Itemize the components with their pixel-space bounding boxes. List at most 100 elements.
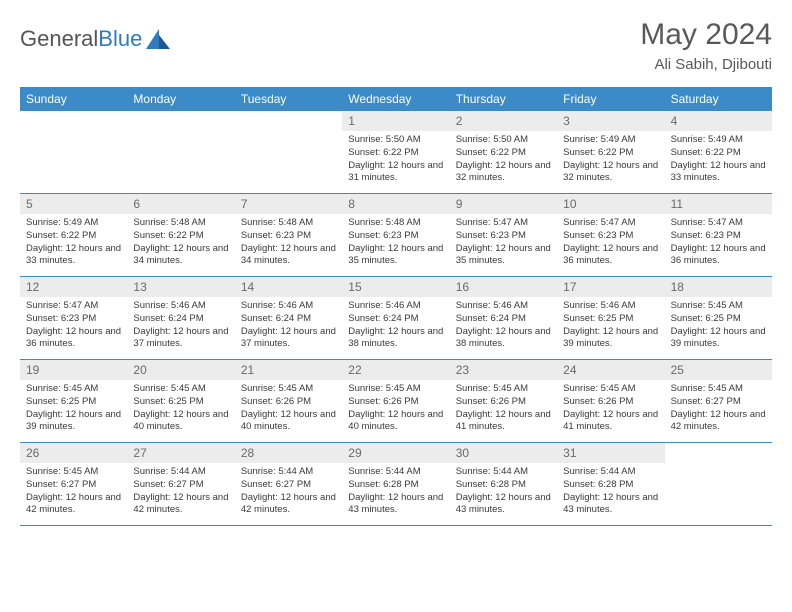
sunrise-line: Sunrise: 5:48 AM [348,217,443,230]
day-body: Sunrise: 5:47 AMSunset: 6:23 PMDaylight:… [557,214,664,272]
day-cell: 27Sunrise: 5:44 AMSunset: 6:27 PMDayligh… [127,443,234,525]
sunrise-line: Sunrise: 5:48 AM [241,217,336,230]
day-cell: 21Sunrise: 5:45 AMSunset: 6:26 PMDayligh… [235,360,342,442]
sunset-line: Sunset: 6:28 PM [456,479,551,492]
sunset-line: Sunset: 6:24 PM [456,313,551,326]
header: GeneralBlue May 2024 Ali Sabih, Djibouti [20,18,772,73]
day-number: 31 [557,443,664,463]
sunrise-line: Sunrise: 5:45 AM [133,383,228,396]
day-body: Sunrise: 5:50 AMSunset: 6:22 PMDaylight:… [342,131,449,189]
sunset-line: Sunset: 6:22 PM [26,230,121,243]
calendar-body: 1Sunrise: 5:50 AMSunset: 6:22 PMDaylight… [20,111,772,526]
weekday-label: Thursday [450,87,557,111]
sunset-line: Sunset: 6:26 PM [348,396,443,409]
logo: GeneralBlue [20,18,172,52]
day-cell: 10Sunrise: 5:47 AMSunset: 6:23 PMDayligh… [557,194,664,276]
day-number: 13 [127,277,234,297]
daylight-line: Daylight: 12 hours and 35 minutes. [456,243,551,269]
sunrise-line: Sunrise: 5:45 AM [563,383,658,396]
daylight-line: Daylight: 12 hours and 35 minutes. [348,243,443,269]
sunset-line: Sunset: 6:26 PM [563,396,658,409]
sunset-line: Sunset: 6:25 PM [671,313,766,326]
sunrise-line: Sunrise: 5:45 AM [26,466,121,479]
sunset-line: Sunset: 6:28 PM [348,479,443,492]
sunrise-line: Sunrise: 5:49 AM [26,217,121,230]
day-number: 3 [557,111,664,131]
weekday-label: Monday [127,87,234,111]
day-body: Sunrise: 5:44 AMSunset: 6:27 PMDaylight:… [127,463,234,521]
day-number: 11 [665,194,772,214]
day-cell: 16Sunrise: 5:46 AMSunset: 6:24 PMDayligh… [450,277,557,359]
week-row: 19Sunrise: 5:45 AMSunset: 6:25 PMDayligh… [20,360,772,443]
day-cell: 8Sunrise: 5:48 AMSunset: 6:23 PMDaylight… [342,194,449,276]
day-body: Sunrise: 5:46 AMSunset: 6:25 PMDaylight:… [557,297,664,355]
day-cell: 28Sunrise: 5:44 AMSunset: 6:27 PMDayligh… [235,443,342,525]
day-cell: 3Sunrise: 5:49 AMSunset: 6:22 PMDaylight… [557,111,664,193]
day-cell: 23Sunrise: 5:45 AMSunset: 6:26 PMDayligh… [450,360,557,442]
day-cell: 7Sunrise: 5:48 AMSunset: 6:23 PMDaylight… [235,194,342,276]
day-number: 4 [665,111,772,131]
sunrise-line: Sunrise: 5:46 AM [456,300,551,313]
day-number: 18 [665,277,772,297]
day-number: 8 [342,194,449,214]
day-cell: 2Sunrise: 5:50 AMSunset: 6:22 PMDaylight… [450,111,557,193]
daylight-line: Daylight: 12 hours and 38 minutes. [348,326,443,352]
day-body: Sunrise: 5:44 AMSunset: 6:28 PMDaylight:… [557,463,664,521]
day-body: Sunrise: 5:48 AMSunset: 6:23 PMDaylight:… [235,214,342,272]
sunrise-line: Sunrise: 5:45 AM [348,383,443,396]
day-cell: 22Sunrise: 5:45 AMSunset: 6:26 PMDayligh… [342,360,449,442]
day-number: 23 [450,360,557,380]
sunrise-line: Sunrise: 5:44 AM [456,466,551,479]
weekday-row: SundayMondayTuesdayWednesdayThursdayFrid… [20,87,772,111]
day-cell: 30Sunrise: 5:44 AMSunset: 6:28 PMDayligh… [450,443,557,525]
day-body: Sunrise: 5:46 AMSunset: 6:24 PMDaylight:… [342,297,449,355]
day-number: 12 [20,277,127,297]
sunset-line: Sunset: 6:25 PM [563,313,658,326]
day-body: Sunrise: 5:50 AMSunset: 6:22 PMDaylight:… [450,131,557,189]
daylight-line: Daylight: 12 hours and 40 minutes. [348,409,443,435]
day-number: 24 [557,360,664,380]
day-number: 19 [20,360,127,380]
day-cell: 17Sunrise: 5:46 AMSunset: 6:25 PMDayligh… [557,277,664,359]
sunrise-line: Sunrise: 5:46 AM [348,300,443,313]
day-number: 16 [450,277,557,297]
weekday-label: Wednesday [342,87,449,111]
weekday-label: Sunday [20,87,127,111]
day-number: 22 [342,360,449,380]
sunrise-line: Sunrise: 5:46 AM [133,300,228,313]
daylight-line: Daylight: 12 hours and 32 minutes. [563,160,658,186]
sunset-line: Sunset: 6:28 PM [563,479,658,492]
day-cell: 18Sunrise: 5:45 AMSunset: 6:25 PMDayligh… [665,277,772,359]
sunrise-line: Sunrise: 5:45 AM [26,383,121,396]
day-body: Sunrise: 5:45 AMSunset: 6:26 PMDaylight:… [450,380,557,438]
day-body: Sunrise: 5:46 AMSunset: 6:24 PMDaylight:… [450,297,557,355]
sunset-line: Sunset: 6:25 PM [26,396,121,409]
day-body: Sunrise: 5:46 AMSunset: 6:24 PMDaylight:… [235,297,342,355]
daylight-line: Daylight: 12 hours and 32 minutes. [456,160,551,186]
day-body: Sunrise: 5:46 AMSunset: 6:24 PMDaylight:… [127,297,234,355]
daylight-line: Daylight: 12 hours and 37 minutes. [241,326,336,352]
sunrise-line: Sunrise: 5:45 AM [241,383,336,396]
logo-text-1: General [20,26,98,52]
week-row: 26Sunrise: 5:45 AMSunset: 6:27 PMDayligh… [20,443,772,526]
logo-icon [146,29,172,49]
sunset-line: Sunset: 6:24 PM [348,313,443,326]
day-cell: 19Sunrise: 5:45 AMSunset: 6:25 PMDayligh… [20,360,127,442]
sunset-line: Sunset: 6:27 PM [133,479,228,492]
day-body: Sunrise: 5:45 AMSunset: 6:26 PMDaylight:… [342,380,449,438]
title-block: May 2024 Ali Sabih, Djibouti [640,18,772,73]
sunrise-line: Sunrise: 5:46 AM [563,300,658,313]
day-cell: 5Sunrise: 5:49 AMSunset: 6:22 PMDaylight… [20,194,127,276]
sunset-line: Sunset: 6:22 PM [456,147,551,160]
day-body: Sunrise: 5:45 AMSunset: 6:26 PMDaylight:… [235,380,342,438]
day-number: 29 [342,443,449,463]
day-body: Sunrise: 5:45 AMSunset: 6:27 PMDaylight:… [20,463,127,521]
sunset-line: Sunset: 6:24 PM [133,313,228,326]
sunrise-line: Sunrise: 5:50 AM [348,134,443,147]
day-number: 21 [235,360,342,380]
day-number: 9 [450,194,557,214]
day-number: 17 [557,277,664,297]
sunrise-line: Sunrise: 5:44 AM [133,466,228,479]
day-number: 30 [450,443,557,463]
day-cell [665,443,772,525]
